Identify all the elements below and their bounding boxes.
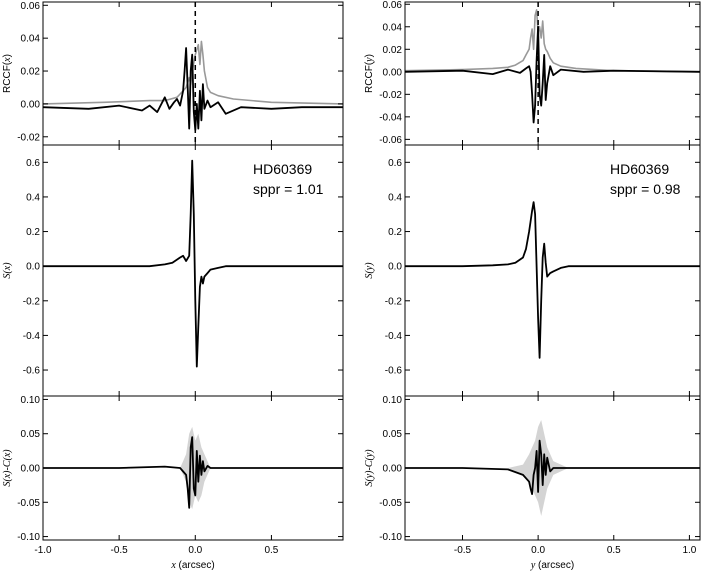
y-tick-label: -0.2 <box>385 296 403 307</box>
y-axis-label: RCCF(y) <box>364 54 375 93</box>
annotation-star-name: HD60369 <box>610 161 669 177</box>
y-tick-label: -0.4 <box>385 331 403 342</box>
y-axis-label: S(y) <box>364 262 375 279</box>
annotation-sppr: sppr = 0.98 <box>610 181 681 197</box>
x-tick-label: -0.5 <box>111 545 129 556</box>
y-tick-label: 0.02 <box>21 67 41 78</box>
y-tick-label: 0.0 <box>388 262 402 273</box>
y-tick-label: 0.00 <box>383 67 403 78</box>
panel-y-residual: -0.10 -0.05 0.00 0.05 0.10 -0.5 0.0 0.5 1.0 S(y)-… <box>364 395 701 571</box>
y-tick-label: 0.4 <box>388 192 402 203</box>
y-tick-label: 0.06 <box>21 1 41 12</box>
annotation-star-name: HD60369 <box>253 161 312 177</box>
y-tick-label: 0.10 <box>383 395 403 406</box>
y-tick-label: 0.05 <box>21 429 41 440</box>
y-tick-label: 0.2 <box>26 227 40 238</box>
y-tick-label: 0.00 <box>21 99 41 110</box>
x-axis-label: y (arcsec) <box>530 560 574 571</box>
y-tick-label: 0.00 <box>383 464 403 475</box>
x-tick-label: -0.5 <box>454 545 472 556</box>
y-tick-label: -0.02 <box>17 132 40 143</box>
series-line-0 <box>43 159 343 368</box>
y-tick-label: 0.02 <box>383 45 403 56</box>
x-tick-label: 0.0 <box>188 545 202 556</box>
y-tick-label: -0.6 <box>385 366 403 377</box>
x-tick-label: 1.0 <box>682 545 696 556</box>
y-tick-label: -0.2 <box>23 296 41 307</box>
x-tick-label: 0.5 <box>607 545 621 556</box>
panel-x-residual: -0.10 -0.05 0.00 0.05 0.10 -1.0 -0.5 0.0 0.5 S(x)… <box>2 395 344 571</box>
y-tick-label: 0.04 <box>21 34 41 45</box>
series-line-1 <box>404 25 701 124</box>
y-tick-label: 0.2 <box>388 227 402 238</box>
y-tick-label: 0.0 <box>26 262 40 273</box>
y-tick-label: -0.05 <box>17 498 40 509</box>
y-tick-label: 0.10 <box>21 395 41 406</box>
panel-x-rccf: -0.02 0.00 0.02 0.04 0.06 RCCF(x) <box>2 1 344 146</box>
panel-y-signal: -0.6 -0.4 -0.2 0.0 0.2 0.4 0.6 S(y) HD60369 sppr … <box>364 144 701 397</box>
series-line-1 <box>42 47 343 132</box>
panel-x-signal: -0.6 -0.4 -0.2 0.0 0.2 0.4 0.6 S(x) HD60369 sppr … <box>2 144 344 397</box>
y-tick-label: -0.04 <box>379 112 402 123</box>
y-tick-label: -0.10 <box>17 532 40 543</box>
x-axis-label: x (arcsec) <box>170 560 214 571</box>
series-line-0 <box>405 201 700 359</box>
y-tick-label: 0.00 <box>21 464 41 475</box>
series-line-0 <box>43 436 343 509</box>
y-tick-label: 0.05 <box>383 429 403 440</box>
annotation-sppr: sppr = 1.01 <box>253 181 324 197</box>
y-tick-label: -0.06 <box>379 135 402 146</box>
series-line-0 <box>404 9 701 73</box>
x-tick-label: -1.0 <box>34 545 52 556</box>
y-axis-label: S(x) <box>2 262 13 279</box>
y-tick-label: 0.6 <box>388 158 402 169</box>
y-tick-label: 0.6 <box>26 158 40 169</box>
y-tick-label: -0.02 <box>379 90 402 101</box>
x-tick-label: 0.5 <box>264 545 278 556</box>
y-tick-label: 0.06 <box>383 0 403 11</box>
y-tick-label: -0.05 <box>379 498 402 509</box>
y-tick-label: 0.04 <box>383 22 403 33</box>
y-axis-label: S(y)-C(y) <box>364 449 375 487</box>
x-tick-label: 0.0 <box>531 545 545 556</box>
y-tick-label: -0.10 <box>379 532 402 543</box>
y-tick-label: -0.4 <box>23 331 41 342</box>
series-line-0 <box>405 439 700 496</box>
y-axis-label: RCCF(x) <box>2 54 13 93</box>
panel-y-rccf: -0.06 -0.04 -0.02 0.00 0.02 0.04 0.06 RCCF(y) <box>364 0 701 146</box>
y-tick-label: -0.6 <box>23 366 41 377</box>
y-tick-label: 0.4 <box>26 192 40 203</box>
y-axis-label: S(x)-C(x) <box>2 449 13 487</box>
